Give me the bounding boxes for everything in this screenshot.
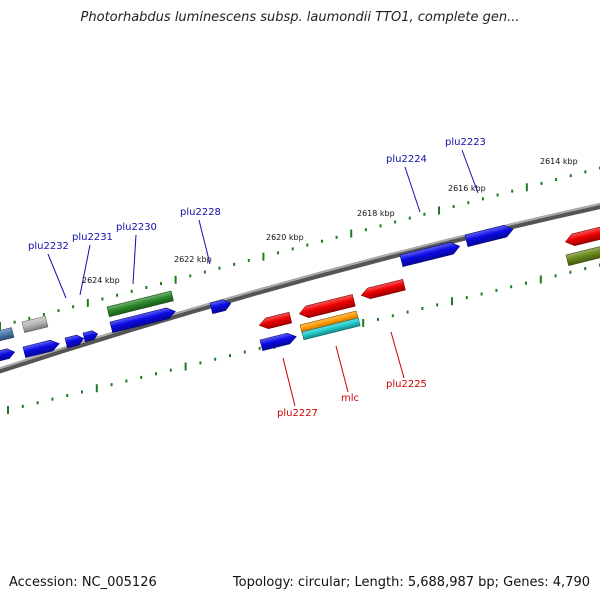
gene-blue (109, 307, 176, 334)
leader-line (198, 219, 211, 265)
accession-text: Accession: NC_005126 (9, 575, 157, 590)
gene-red-edge (564, 225, 600, 247)
leader-line (404, 166, 421, 213)
gene-label-plu2230: plu2230 (116, 222, 157, 233)
gene-plu2230 (106, 290, 174, 318)
gene-red (298, 294, 356, 319)
leader-line (79, 244, 91, 296)
gene-steel (0, 327, 15, 343)
gene-plu2227 (258, 311, 293, 330)
gene-blue (0, 348, 16, 363)
kbp-label: 2616 kbp (448, 184, 486, 193)
gene-plu2232 (64, 334, 85, 349)
gene-plu2224 (399, 242, 461, 268)
gene-blue (22, 339, 60, 359)
gene-label-plu2227: plu2227 (277, 408, 318, 419)
gene-plu2223 (464, 225, 514, 248)
gene-label-mlc: mlc (341, 393, 359, 404)
gene-label-plu2231: plu2231 (72, 232, 113, 243)
leader-line (461, 149, 479, 194)
gene-gray (21, 315, 49, 334)
kbp-label: 2622 kbp (174, 255, 212, 264)
gene-label-plu2224: plu2224 (386, 154, 427, 165)
gene-label-plu2225: plu2225 (386, 379, 427, 390)
kbp-label: 2624 kbp (82, 276, 120, 285)
gene-label-plu2223: plu2223 (445, 137, 486, 148)
map-title: Photorhabdus luminescens subsp. laumondi… (80, 10, 520, 25)
leader-line (47, 253, 67, 299)
leader-line (132, 234, 137, 285)
gene-label-plu2228: plu2228 (180, 207, 221, 218)
lower-tick-row (7, 263, 600, 414)
leader-line (335, 345, 349, 393)
leader-line (390, 331, 405, 379)
gene-plu2231 (82, 330, 99, 343)
topology-text: Topology: circular; Length: 5,688,987 bp… (232, 575, 590, 590)
gene-blue (259, 332, 297, 352)
gene-plu2225 (360, 278, 406, 300)
kbp-label: 2614 kbp (540, 157, 578, 166)
gene-olive-edge (565, 244, 600, 267)
gene-cyan (301, 317, 361, 341)
gene-plu2228 (209, 299, 232, 315)
leader-line (282, 357, 296, 407)
kbp-label: 2620 kbp (266, 233, 304, 242)
upper-tick-row (0, 166, 600, 330)
gene-label-plu2232: plu2232 (28, 241, 69, 252)
kbp-label: 2618 kbp (357, 209, 395, 218)
